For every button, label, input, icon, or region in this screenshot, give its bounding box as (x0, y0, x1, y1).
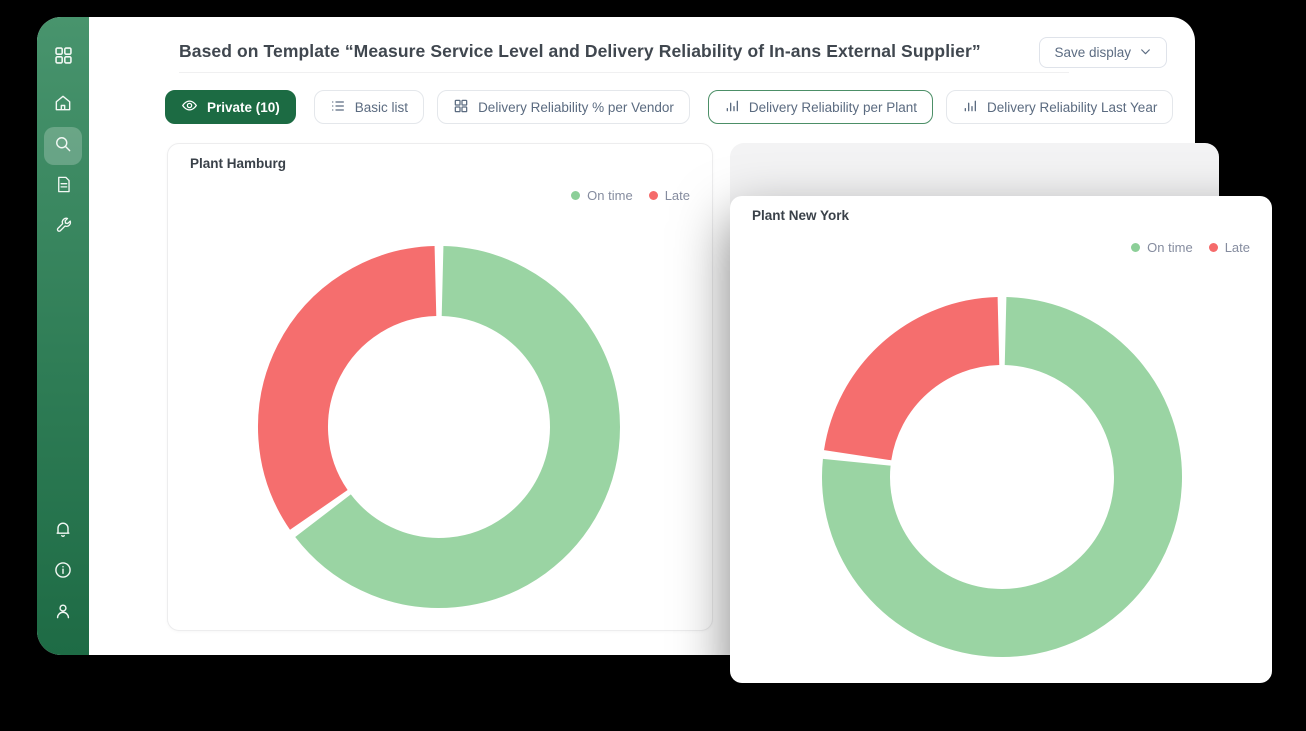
tab-basic-list[interactable]: Basic list (313, 90, 425, 124)
sidebar-item-apps[interactable] (44, 39, 82, 77)
sidebar-item-home[interactable] (44, 86, 82, 124)
donut-segment-late (824, 297, 1001, 462)
chart-title: Plant New York (752, 208, 850, 223)
document-icon (54, 175, 73, 199)
tab-label: Basic list (354, 99, 409, 115)
wrench-icon (54, 216, 73, 240)
donut-segment-on-time (822, 297, 1182, 657)
info-icon (53, 560, 73, 585)
grid-icon (453, 98, 469, 117)
chart-title: Plant Hamburg (190, 156, 287, 171)
private-filter-button[interactable]: Private (10) (165, 90, 296, 124)
legend-label: On time (587, 188, 633, 203)
legend-label: Late (1224, 240, 1250, 255)
legend-item-late: Late (1208, 240, 1250, 255)
chevron-down-icon (1139, 45, 1152, 61)
apps-grid-icon (53, 45, 74, 71)
sidebar-item-documents[interactable] (44, 168, 82, 206)
sidebar-item-tools[interactable] (44, 209, 82, 247)
sidebar-item-notifications[interactable] (44, 512, 82, 550)
late-dot-icon (648, 191, 658, 200)
donut-chart-plant-hamburg[interactable] (168, 144, 712, 630)
tab-label: Delivery Reliability per Plant (748, 99, 917, 115)
bar-chart-icon (724, 98, 740, 117)
bell-icon (53, 519, 73, 544)
tab-label: Delivery Reliability Last Year (986, 99, 1158, 115)
page-title: Based on Template “Measure Service Level… (179, 41, 981, 61)
legend-item-on-time: On time (1131, 240, 1193, 255)
chart-card-plant-hamburg: Plant Hamburg On time Late (167, 143, 713, 631)
chart-card-plant-new-york[interactable]: Plant New York On time Late (730, 196, 1272, 683)
home-icon (53, 93, 73, 118)
tab-delivery-reliability-per-vendor[interactable]: Delivery Reliability % per Vendor (437, 90, 690, 124)
donut-segment-late (258, 246, 438, 530)
legend-label: On time (1147, 240, 1193, 255)
eye-icon (181, 97, 198, 117)
search-icon (53, 134, 73, 159)
tab-label: Delivery Reliability % per Vendor (478, 99, 674, 115)
save-display-label: Save display (1054, 45, 1131, 60)
list-icon (330, 98, 346, 117)
sidebar-item-profile[interactable] (44, 594, 82, 632)
on-time-dot-icon (1131, 243, 1141, 252)
tab-delivery-reliability-per-plant[interactable]: Delivery Reliability per Plant (707, 90, 933, 124)
donut-segment-on-time (295, 246, 620, 608)
donut-chart-plant-new-york[interactable] (730, 196, 1272, 683)
legend-item-on-time: On time (571, 188, 633, 203)
on-time-dot-icon (571, 191, 581, 200)
sidebar (37, 17, 89, 655)
sidebar-item-search[interactable] (44, 127, 82, 165)
chart-legend: On time Late (571, 188, 690, 203)
filter-row: Private (10) Basic list Delivery Re (165, 90, 1174, 124)
tab-delivery-reliability-last-year[interactable]: Delivery Reliability Last Year (945, 90, 1174, 124)
user-icon (53, 601, 73, 626)
title-divider (179, 72, 1069, 73)
bar-chart-icon (962, 98, 978, 117)
chart-legend: On time Late (1131, 240, 1250, 255)
private-filter-label: Private (10) (207, 99, 280, 115)
late-dot-icon (1208, 243, 1218, 252)
sidebar-item-info[interactable] (44, 553, 82, 591)
legend-label: Late (664, 188, 690, 203)
legend-item-late: Late (648, 188, 690, 203)
save-display-button[interactable]: Save display (1039, 37, 1167, 68)
